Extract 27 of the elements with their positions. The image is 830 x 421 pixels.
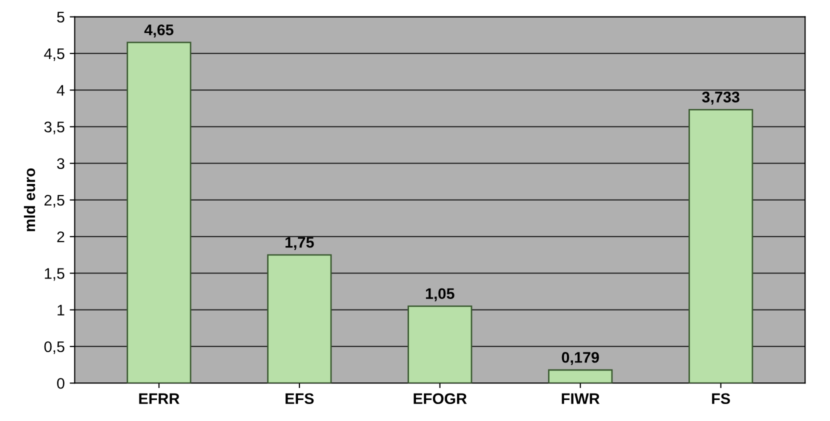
y-tick-label: 1,5 xyxy=(44,268,64,281)
y-tick-label: 3,5 xyxy=(44,122,64,134)
data-label: 4,65 xyxy=(144,24,174,38)
y-tick-label: 4,5 xyxy=(44,48,64,61)
data-label: 1,05 xyxy=(426,288,454,302)
y-tick-label: 0,5 xyxy=(44,341,64,354)
data-label: 1,75 xyxy=(286,237,314,250)
x-tick-label: EFOGR xyxy=(414,393,467,404)
y-tick-label: 1 xyxy=(58,304,64,316)
y-tick-label: 3 xyxy=(57,158,64,170)
bar xyxy=(267,254,332,384)
bar xyxy=(408,306,472,384)
y-tick-label: 0 xyxy=(57,378,64,389)
data-label: 3,733 xyxy=(702,92,740,105)
x-tick-label: FIWR xyxy=(562,393,600,404)
y-tick-label: 2 xyxy=(57,231,64,242)
y-tick-label: 4 xyxy=(56,85,65,96)
y-axis-title: mld euro xyxy=(24,168,36,232)
x-tick-label: FS xyxy=(712,393,730,404)
bar xyxy=(126,42,192,384)
bar xyxy=(688,108,754,384)
data-label: 0,179 xyxy=(562,352,599,366)
x-tick-label: EFS xyxy=(286,393,314,404)
x-tick-label: EFRR xyxy=(139,393,180,404)
bar xyxy=(548,369,613,384)
y-tick-label: 2,5 xyxy=(44,194,64,208)
y-tick-label: 5 xyxy=(57,12,64,23)
